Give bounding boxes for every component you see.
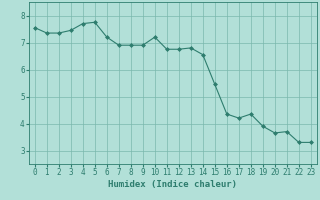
X-axis label: Humidex (Indice chaleur): Humidex (Indice chaleur): [108, 180, 237, 189]
